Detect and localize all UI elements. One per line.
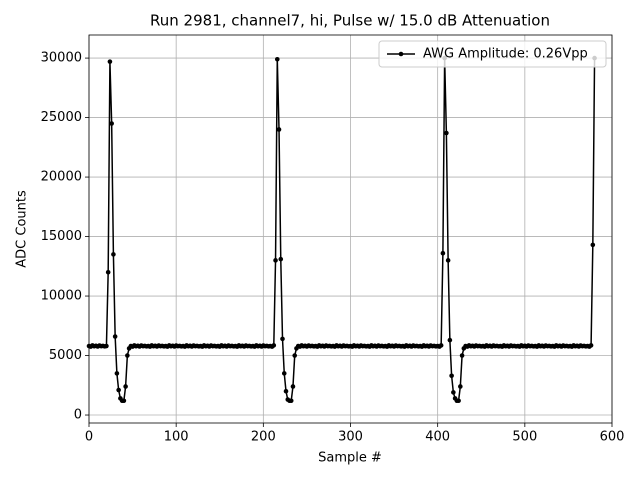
data-point: [116, 387, 121, 393]
y-tick-label: 25000: [41, 110, 82, 125]
x-tick-label: 600: [600, 430, 625, 445]
data-point: [438, 343, 444, 348]
data-point: [280, 336, 285, 342]
x-tick-label: 400: [425, 430, 450, 445]
data-point: [107, 59, 113, 64]
legend-label: AWG Amplitude: 0.26Vpp: [423, 47, 588, 62]
data-point: [290, 384, 296, 389]
data-line: [88, 58, 596, 402]
data-point: [588, 343, 594, 348]
data-point: [105, 269, 111, 275]
plot-frame: [88, 34, 613, 424]
data-point: [445, 258, 451, 263]
legend-box: [378, 40, 607, 68]
data-point: [121, 398, 127, 404]
legend: AWG Amplitude: 0.26Vpp: [378, 40, 607, 68]
data-point: [458, 384, 463, 389]
y-tick-label: 10000: [41, 289, 82, 304]
data-point: [440, 250, 446, 256]
data-point: [273, 258, 278, 263]
y-tick-label: 0: [74, 408, 82, 423]
data-point: [125, 353, 130, 358]
data-point: [444, 130, 449, 136]
x-tick-label: 500: [512, 430, 537, 445]
x-tick-label: 0: [85, 430, 93, 445]
data-point: [114, 371, 120, 376]
data-point: [590, 242, 596, 248]
data-point: [274, 56, 280, 62]
data-point: [281, 371, 287, 376]
data-point: [112, 334, 118, 339]
x-tick-label: 100: [164, 430, 189, 445]
data-point: [459, 353, 465, 358]
data-point: [283, 388, 289, 394]
data-point: [271, 343, 277, 348]
y-tick-label: 20000: [41, 170, 82, 185]
y-tick-label: 5000: [49, 348, 82, 363]
data-point: [447, 337, 453, 343]
data-point: [451, 390, 456, 395]
y-axis-label: ADC Counts: [15, 190, 30, 268]
y-tick-label: 15000: [41, 229, 82, 244]
legend-marker: [398, 51, 404, 57]
x-tick-label: 200: [251, 430, 276, 445]
y-tick-label: 30000: [41, 51, 82, 66]
data-point: [104, 343, 109, 349]
data-point: [111, 252, 116, 257]
data-point: [278, 256, 284, 262]
data-point: [123, 384, 128, 389]
data-point: [109, 121, 114, 126]
data-point: [292, 353, 298, 358]
data-point: [456, 398, 461, 404]
x-tick-label: 300: [338, 430, 363, 445]
data-point: [288, 398, 294, 404]
data-point: [449, 373, 454, 379]
chart-title: Run 2981, channel7, hi, Pulse w/ 15.0 dB…: [150, 12, 550, 30]
data-point: [276, 127, 282, 132]
x-axis-label: Sample #: [318, 451, 382, 466]
